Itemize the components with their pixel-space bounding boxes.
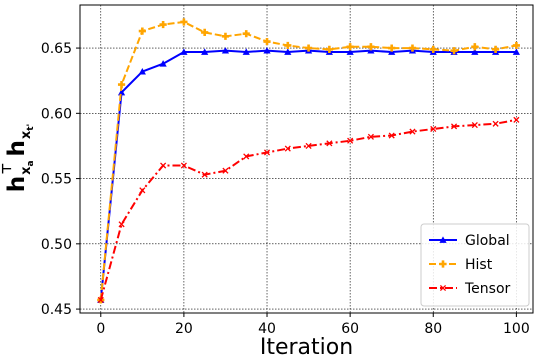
data-point-global: [221, 47, 230, 54]
data-point-tensor: [388, 132, 395, 139]
plot-frame: [79, 4, 534, 314]
y-tick-label: 0.50: [41, 237, 72, 253]
data-point-tensor: [367, 133, 374, 140]
data-point-global: [159, 60, 167, 67]
data-point-hist: [512, 41, 520, 50]
legend-marker-tensor: [439, 284, 447, 292]
data-point-global: [138, 67, 146, 75]
y-tick-label: 0.65: [41, 41, 72, 57]
data-point-global: [117, 88, 126, 96]
data-point-hist: [408, 44, 417, 52]
data-point-hist: [388, 44, 396, 52]
data-point-tensor: [118, 221, 125, 228]
y-axis-label-text: hxa⊤hxt': [0, 124, 36, 193]
x-tick-label: 0: [96, 321, 105, 337]
legend-box: [420, 223, 530, 307]
x-tick-label: 100: [503, 321, 530, 337]
y-axis-label: hxa⊤hxt': [0, 124, 36, 193]
data-point-hist: [325, 45, 333, 53]
legend-marker-global: [439, 236, 447, 243]
data-point-hist: [180, 18, 188, 26]
data-point-tensor: [222, 167, 229, 174]
data-point-tensor: [326, 140, 333, 147]
legend-label-hist: Hist: [465, 257, 493, 273]
y-tick-label: 0.60: [41, 106, 72, 122]
data-point-hist: [346, 43, 354, 51]
data-point-global: [512, 48, 520, 55]
grid-lines: [80, 5, 533, 313]
data-point-global: [284, 48, 292, 55]
x-tick-label: 80: [424, 321, 442, 337]
y-tick-label: 0.55: [41, 172, 72, 188]
data-point-global: [201, 48, 209, 55]
data-point-hist: [263, 37, 271, 46]
data-point-tensor: [180, 162, 187, 169]
data-point-hist: [201, 28, 209, 37]
legend-marker-hist: [439, 260, 447, 268]
data-point-hist: [429, 45, 437, 53]
data-point-hist: [471, 43, 479, 51]
data-point-tensor: [409, 128, 416, 135]
data-point-tensor: [450, 123, 458, 130]
legend-item-global: Global: [429, 233, 510, 249]
data-point-hist: [242, 30, 250, 38]
legend: Global Hist Tensor: [420, 223, 530, 307]
data-point-tensor: [139, 187, 146, 194]
series-hist: [97, 18, 520, 304]
data-point-global: [346, 48, 354, 55]
legend-label-global: Global: [465, 233, 510, 249]
data-point-tensor: [471, 122, 478, 129]
data-point-tensor: [430, 125, 437, 133]
data-point-global: [180, 48, 188, 55]
data-point-global: [242, 48, 250, 55]
x-axis-label: Iteration: [260, 335, 353, 360]
legend-item-tensor: Tensor: [429, 281, 511, 297]
data-point-hist: [138, 27, 146, 35]
data-point-global: [263, 47, 271, 54]
y-tick-label: 0.45: [41, 302, 72, 318]
data-point-tensor: [201, 171, 208, 178]
data-point-hist: [221, 32, 230, 40]
x-tick-label: 20: [175, 321, 193, 337]
legend-label-tensor: Tensor: [464, 281, 511, 297]
data-point-tensor: [492, 120, 499, 127]
axes-group: 0 20 40 60 80 100 0.45 0.50 0.55 0.60 0.65: [41, 41, 530, 337]
data-point-tensor: [97, 296, 104, 304]
x-tick-label: 60: [341, 321, 359, 337]
data-point-tensor: [263, 149, 271, 156]
data-point-hist: [450, 47, 458, 55]
data-point-tensor: [243, 153, 250, 160]
data-point-hist: [284, 41, 292, 50]
data-point-tensor: [305, 142, 312, 150]
data-point-tensor: [513, 116, 520, 123]
series-group: [97, 18, 520, 304]
legend-item-hist: Hist: [429, 257, 493, 273]
x-tick-label: 40: [258, 321, 276, 337]
data-point-tensor: [160, 162, 167, 169]
data-point-hist: [304, 44, 313, 52]
data-point-tensor: [284, 145, 291, 152]
data-point-hist: [117, 81, 126, 89]
data-point-global: [471, 48, 479, 55]
data-point-hist: [491, 45, 500, 53]
series-tensor: [97, 116, 520, 304]
data-point-hist: [367, 43, 375, 51]
series-line-tensor: [99, 118, 517, 301]
data-point-tensor: [347, 137, 354, 144]
data-point-hist: [159, 20, 167, 29]
